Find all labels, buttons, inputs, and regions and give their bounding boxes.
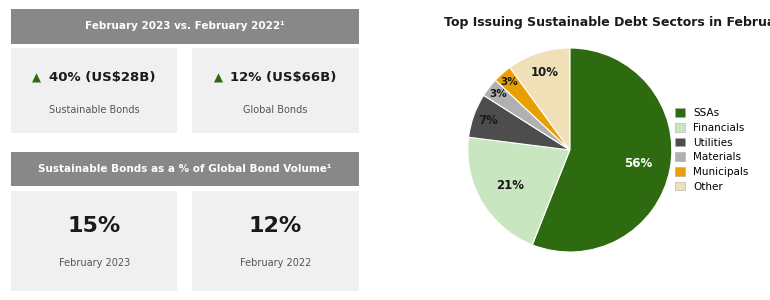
Text: 56%: 56% <box>624 157 652 169</box>
Text: Sustainable Bonds as a % of Global Bond Volume¹: Sustainable Bonds as a % of Global Bond … <box>38 164 332 174</box>
Text: Global Bonds: Global Bonds <box>243 105 307 115</box>
FancyBboxPatch shape <box>11 152 359 186</box>
Text: February 2023 vs. February 2022¹: February 2023 vs. February 2022¹ <box>85 21 285 31</box>
Text: 15%: 15% <box>68 216 121 236</box>
Wedge shape <box>484 80 570 150</box>
FancyBboxPatch shape <box>11 9 359 44</box>
Text: ▲: ▲ <box>213 71 223 84</box>
Text: 3%: 3% <box>489 89 507 99</box>
Text: 21%: 21% <box>496 179 524 192</box>
Wedge shape <box>468 137 570 245</box>
Text: 12% (US$66B): 12% (US$66B) <box>230 71 336 84</box>
Wedge shape <box>510 48 570 150</box>
Text: Top Issuing Sustainable Debt Sectors in February²: Top Issuing Sustainable Debt Sectors in … <box>444 16 770 28</box>
FancyBboxPatch shape <box>192 48 359 134</box>
Text: 7%: 7% <box>479 114 498 127</box>
Wedge shape <box>469 95 570 150</box>
Text: 10%: 10% <box>531 66 558 79</box>
Text: ▲: ▲ <box>32 71 42 84</box>
FancyBboxPatch shape <box>11 48 177 134</box>
Text: February 2022: February 2022 <box>239 258 311 268</box>
Text: 12%: 12% <box>249 216 302 236</box>
Wedge shape <box>495 68 570 150</box>
Text: 3%: 3% <box>500 76 518 87</box>
Text: Sustainable Bonds: Sustainable Bonds <box>49 105 139 115</box>
Wedge shape <box>532 48 671 252</box>
Legend: SSAs, Financials, Utilities, Materials, Municipals, Other: SSAs, Financials, Utilities, Materials, … <box>671 104 752 196</box>
Text: February 2023: February 2023 <box>59 258 130 268</box>
Text: 40% (US$28B): 40% (US$28B) <box>49 71 156 84</box>
FancyBboxPatch shape <box>192 190 359 291</box>
FancyBboxPatch shape <box>11 190 177 291</box>
